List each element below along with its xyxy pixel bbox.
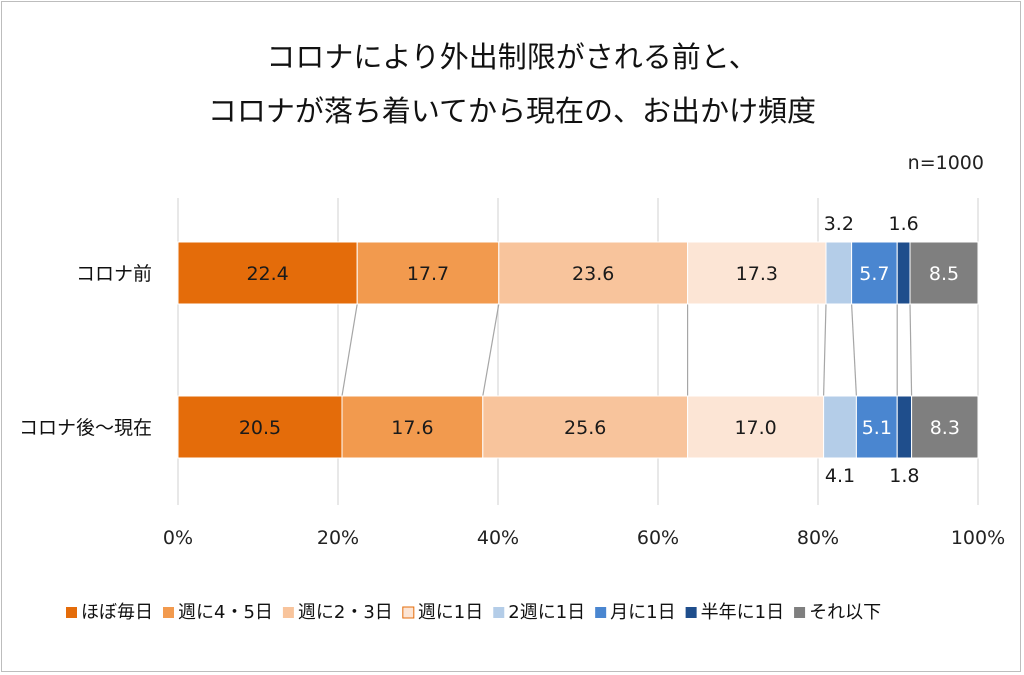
- legend-swatch: [163, 607, 174, 618]
- bar-segment: [356, 241, 500, 305]
- bar-segment: [896, 395, 913, 459]
- x-tick-label: 80%: [797, 527, 839, 549]
- bar-segment: [482, 395, 689, 459]
- legend-item-label: 2週に1日: [508, 602, 585, 623]
- chart-title-line-2: コロナが落ち着いてから現在の、お出かけ頻度: [207, 94, 817, 128]
- bar-segment: [909, 241, 979, 305]
- bar-segment: [823, 395, 857, 459]
- bar-segment: [498, 241, 689, 305]
- data-label: 1.6: [888, 213, 918, 235]
- chart-title-line-1: コロナにより外出制限がされる前と、: [266, 40, 758, 74]
- data-label: 25.6: [564, 417, 606, 439]
- series-connector-line: [909, 303, 913, 397]
- data-label: 8.5: [929, 263, 959, 285]
- legend-item-label: 週に1日: [418, 602, 483, 623]
- data-label: 17.7: [407, 263, 449, 285]
- legend-item-label: 半年に1日: [701, 602, 784, 623]
- legend-item-label: 週に2・3日: [298, 602, 393, 623]
- data-label: 22.4: [246, 263, 288, 285]
- x-tick-label: 60%: [637, 527, 679, 549]
- data-label: 8.3: [930, 417, 960, 439]
- data-label: 4.1: [825, 465, 855, 487]
- bar-segment: [687, 395, 825, 459]
- x-tick-label: 100%: [951, 527, 1005, 549]
- bar-segment: [177, 241, 358, 305]
- sample-size-note: n=1000: [907, 152, 984, 174]
- legend-swatch: [794, 607, 806, 618]
- data-label: 1.8: [889, 465, 919, 487]
- data-label: 3.2: [824, 213, 854, 235]
- legend-item-label: ほぼ毎日: [81, 602, 153, 623]
- legend-item-label: 月に1日: [610, 602, 675, 623]
- legend-swatch: [493, 607, 505, 618]
- bar-segment: [825, 241, 853, 305]
- data-label: 17.6: [391, 417, 433, 439]
- legend-item-label: 週に4・5日: [178, 602, 273, 623]
- data-label: 5.1: [862, 417, 892, 439]
- x-tick-label: 0%: [163, 527, 193, 549]
- legend-swatch: [66, 607, 77, 618]
- bar-segment: [855, 395, 898, 459]
- category-label: コロナ前: [76, 263, 152, 285]
- bar-segment: [896, 241, 911, 305]
- legend-swatch: [595, 607, 607, 618]
- chart-title: コロナにより外出制限がされる前と、 コロナが落ち着いてから現在の、お出かけ頻度: [0, 30, 1024, 138]
- data-label: 20.5: [239, 417, 281, 439]
- x-tick-label: 40%: [477, 527, 519, 549]
- bar-segment: [341, 395, 484, 459]
- bar-segment: [911, 395, 979, 459]
- series-connector-line: [482, 303, 500, 397]
- legend-swatch: [685, 607, 697, 618]
- legend-swatch: [402, 606, 415, 619]
- series-connector-line: [851, 303, 857, 397]
- legend-swatch: [282, 607, 294, 618]
- x-tick-label: 20%: [317, 527, 359, 549]
- data-label: 17.0: [734, 417, 776, 439]
- series-connector-line: [823, 303, 827, 397]
- data-label: 5.7: [859, 263, 889, 285]
- data-label: 17.3: [736, 263, 778, 285]
- legend-item-label: それ以下: [809, 602, 881, 623]
- series-connector-line: [341, 303, 358, 397]
- data-label: 23.6: [572, 263, 614, 285]
- category-label: コロナ後～現在: [19, 417, 152, 439]
